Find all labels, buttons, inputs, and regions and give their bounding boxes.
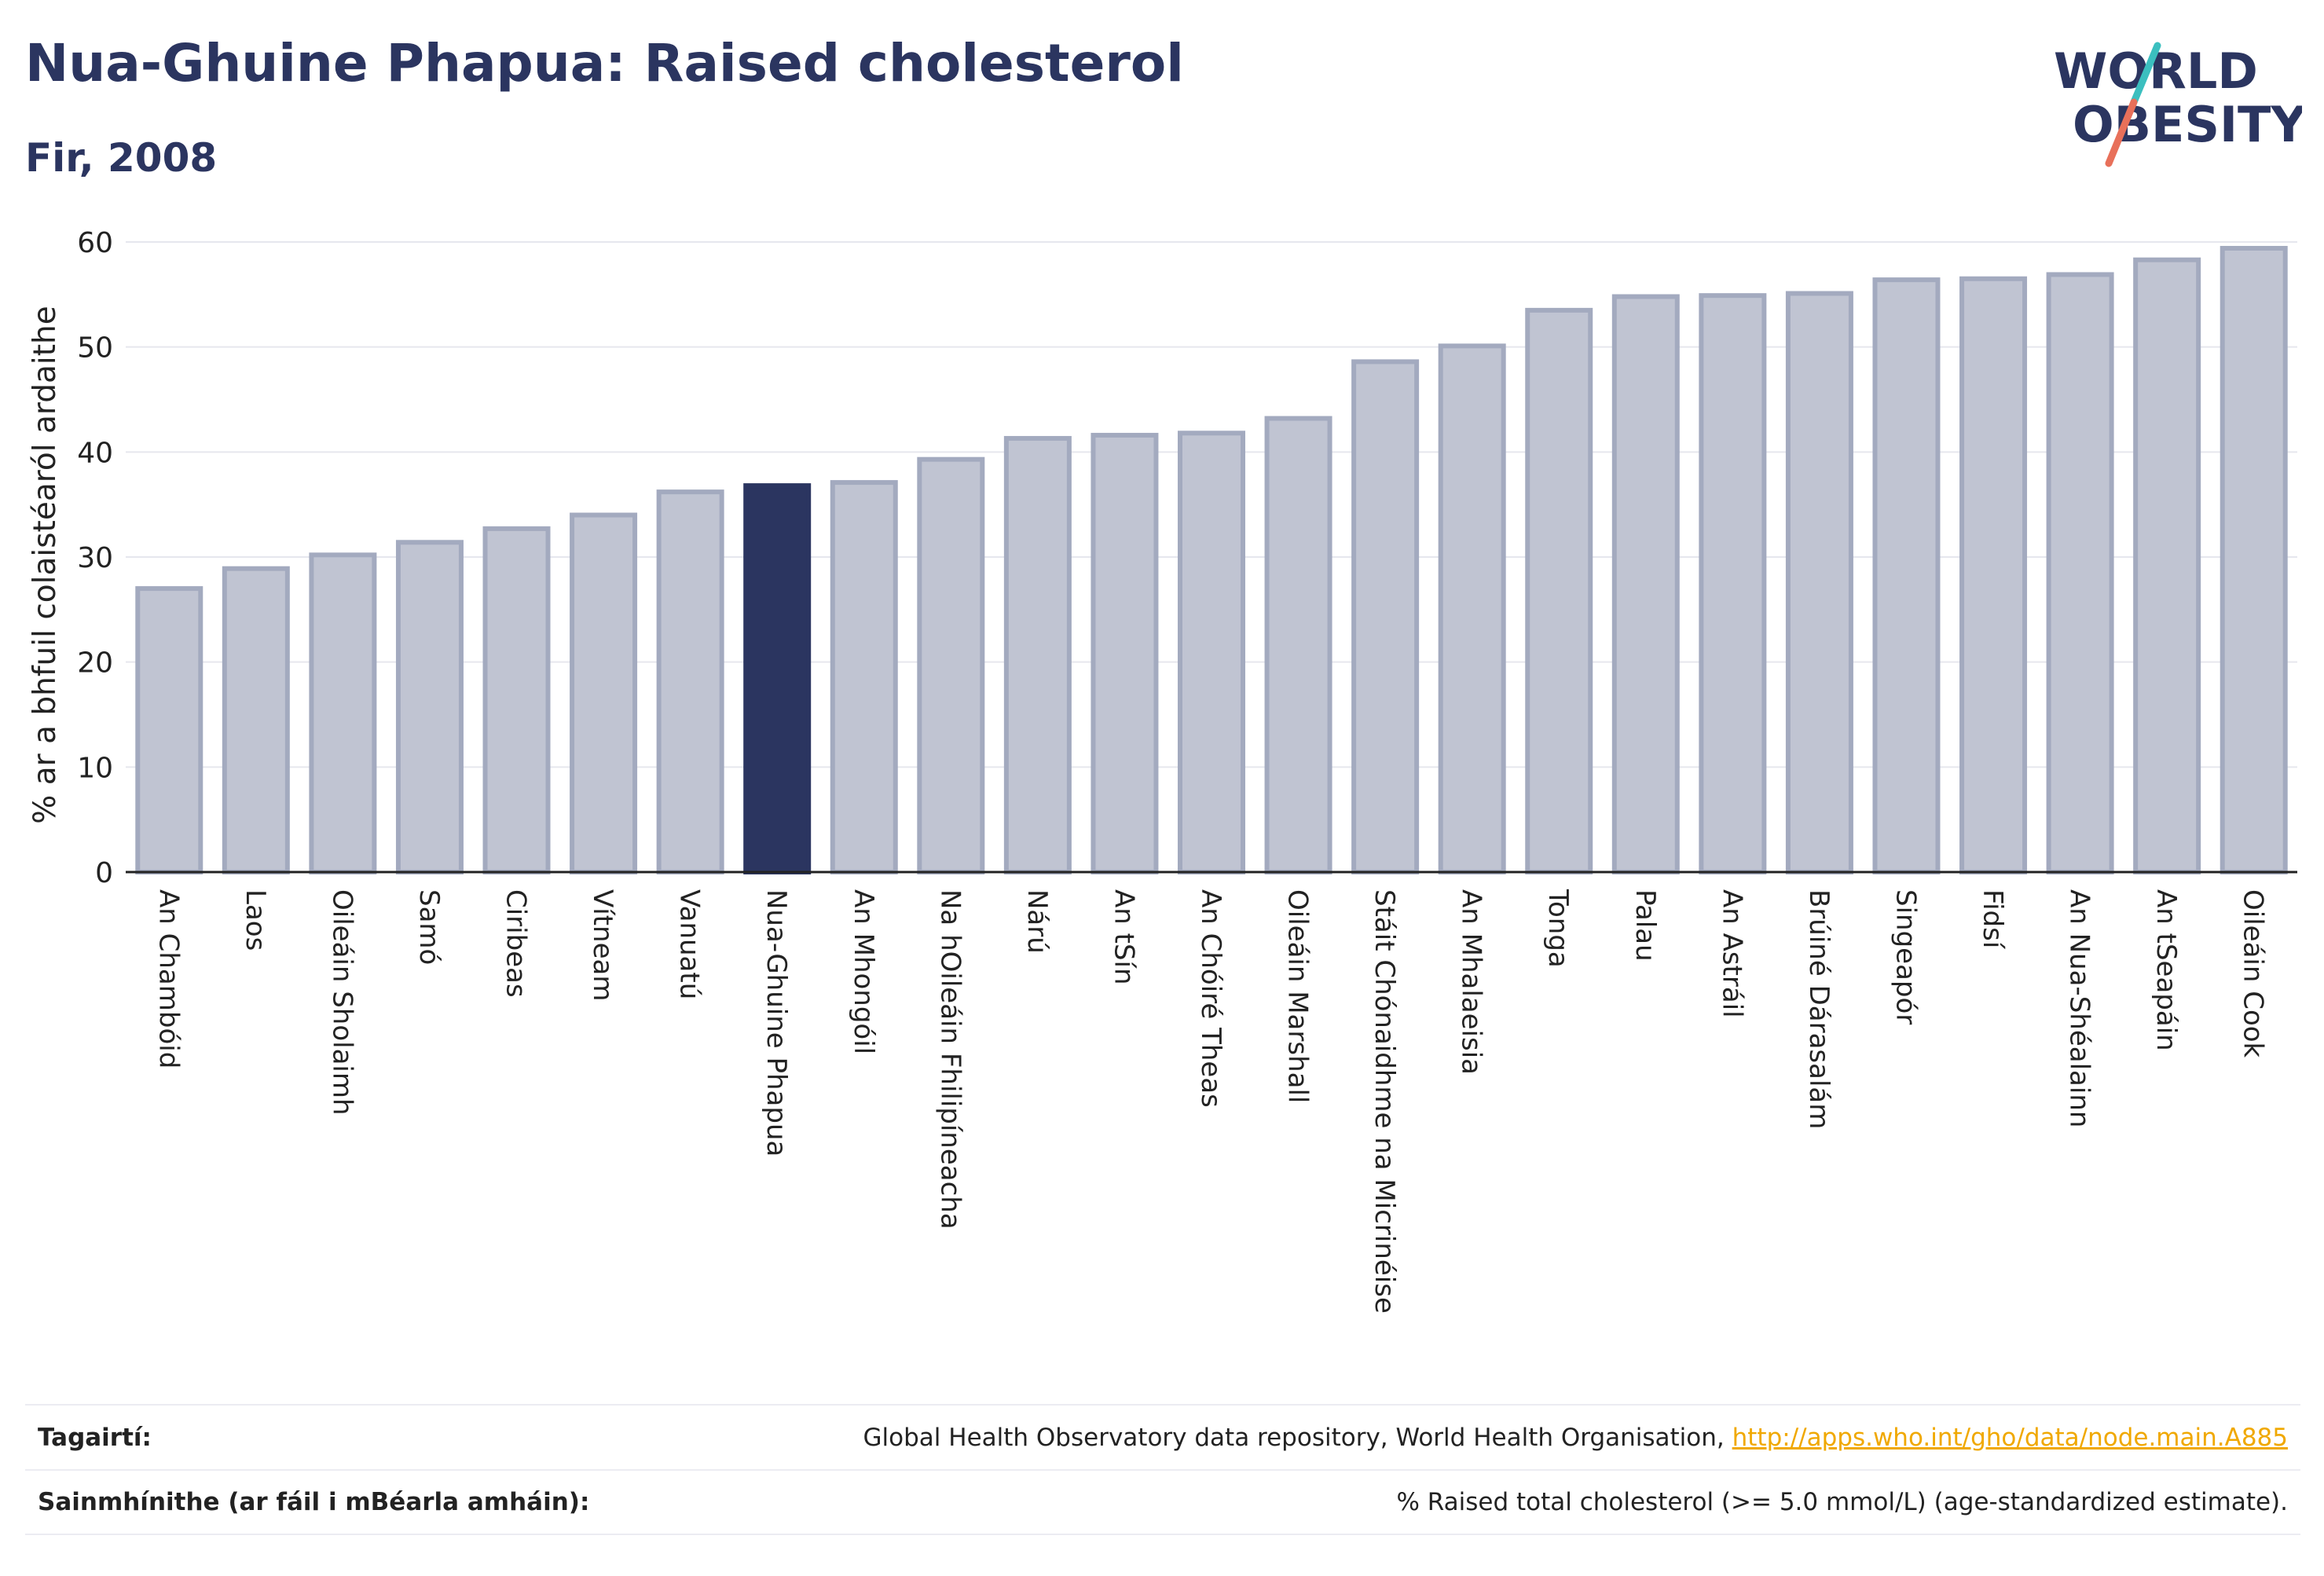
bar [656, 489, 724, 874]
footer-divider-top [25, 1404, 2300, 1406]
footer-divider-middle [25, 1469, 2300, 1471]
bar [1178, 431, 1245, 874]
definitions-text: % Raised total cholesterol (>= 5.0 mmol/… [1396, 1488, 2288, 1516]
x-tick-label: Palau [1629, 889, 1661, 962]
bar [395, 540, 464, 875]
references-row: Tagairtí: Global Health Observatory data… [25, 1424, 2300, 1458]
bar [2220, 246, 2288, 874]
logo-word-obesity: OBESITY [2073, 96, 2302, 153]
bar [830, 480, 898, 874]
logo-slash-teal [2130, 42, 2161, 106]
x-tick-label: Oileáin Sholaimh [326, 889, 357, 1116]
bar [1872, 277, 1941, 874]
x-tick-label: Stáit Chónaidhme na Micrinéise [1369, 889, 1400, 1314]
definitions-row: Sainmhínithe (ar fáil i mBéarla amháin):… [25, 1488, 2300, 1523]
bar [1699, 293, 1767, 875]
x-tick-label: An Chóiré Theas [1195, 889, 1226, 1108]
x-tick-label: An Chambóid [152, 889, 184, 1068]
x-tick-label: Fidsí [1977, 889, 2008, 950]
x-tick-label: Na hOileáin Fhilipíneacha [934, 889, 966, 1230]
x-tick-label: Vanuatú [674, 889, 706, 999]
bar [2046, 272, 2114, 875]
bar [309, 552, 377, 874]
bar [1091, 432, 1159, 874]
y-axis-label: % ar a bhfuil colaistéaról ardaithe [27, 306, 63, 823]
x-tick-label: Vítneam [587, 889, 618, 1001]
chart-title: Nua-Ghuine Phapua: Raised cholesterol [25, 33, 1184, 93]
bar [1003, 435, 1072, 874]
x-tick-label: An Mhalaeisia [1456, 889, 1487, 1075]
bar [1438, 343, 1506, 874]
x-tick-label: An Nua-Shéalainn [2064, 889, 2095, 1127]
x-tick-label: Tonga [1542, 889, 1574, 968]
x-tick-label: Brúiné Dárasalám [1803, 889, 1835, 1129]
bar [135, 586, 203, 874]
bars [135, 246, 2288, 875]
x-tick-label: An Astráil [1716, 889, 1747, 1018]
references-link[interactable]: http://apps.who.int/gho/data/node.main.A… [1732, 1424, 2288, 1452]
world-obesity-logo: WORLD OBESITY [2054, 42, 2302, 167]
y-tick-label: 60 [77, 227, 113, 259]
x-tick-label: Ciribeas [500, 889, 532, 998]
x-tick-label: An tSín [1108, 889, 1139, 985]
y-tick-label: 20 [77, 647, 113, 680]
references-text: Global Health Observatory data repositor… [863, 1424, 1725, 1452]
x-tick-label: Oileáin Cook [2238, 889, 2269, 1058]
bar [1525, 307, 1593, 874]
x-tick-label: Nua-Ghuine Phapua [761, 889, 792, 1156]
y-tick-label: 50 [77, 332, 113, 365]
bar [570, 512, 638, 874]
x-tick-label: Oileáin Marshall [1282, 889, 1314, 1103]
bar [1611, 294, 1680, 874]
chart-subtitle: Fir, 2008 [25, 135, 218, 181]
bar-highlighted [743, 483, 812, 875]
bar [222, 566, 290, 874]
references-value: Global Health Observatory data repositor… [863, 1424, 2288, 1452]
y-tick-label: 10 [77, 752, 113, 784]
references-label: Tagairtí: [38, 1424, 152, 1452]
bar [1785, 291, 1853, 875]
x-tick-label: An Mhongóil [848, 889, 879, 1054]
footer-divider-bottom [25, 1534, 2300, 1535]
x-tick-label: Singeapór [1890, 889, 1921, 1024]
logo-slash-coral [2105, 98, 2138, 167]
y-tick-labels: 0 10 20 30 40 50 60 [77, 227, 113, 889]
bar [482, 526, 551, 874]
bar [1351, 359, 1420, 874]
x-tick-label: Samó [413, 889, 445, 965]
bar [917, 456, 985, 874]
x-tick-label: An tSeapáin [2150, 889, 2182, 1051]
x-tick-labels: An Chambóid Laos Oileáin Sholaimh Samó Cirib… [152, 889, 2268, 1314]
y-tick-label: 30 [77, 542, 113, 574]
bar [2133, 257, 2201, 874]
definitions-label: Sainmhínithe (ar fáil i mBéarla amháin): [38, 1488, 590, 1516]
bar [1959, 276, 2028, 874]
bar-chart: 0 10 20 30 40 50 60 An Chambóid Laos Oileáin Sho… [27, 227, 2297, 1314]
x-tick-label: Nárú [1021, 889, 1053, 954]
x-tick-label: Laos [240, 889, 271, 951]
y-tick-label: 0 [95, 857, 113, 889]
bar [1264, 416, 1332, 874]
y-tick-label: 40 [77, 437, 113, 469]
